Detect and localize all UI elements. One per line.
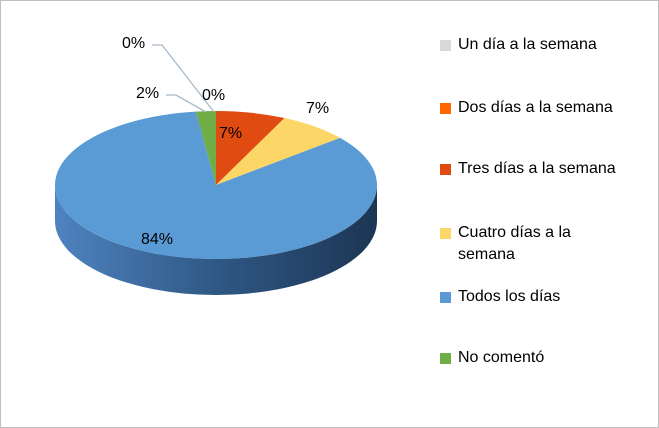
- legend-label: Tres días a la semana: [458, 160, 616, 177]
- pie-slice-no-comento: [195, 111, 216, 185]
- legend-swatch: [440, 164, 451, 175]
- legend-item-cuatro-dias: Cuatro días a la semana: [440, 222, 630, 266]
- legend-swatch: [440, 40, 451, 51]
- leader-line-un-dia: [152, 44, 215, 113]
- pie-side-todos-los-dias: [55, 185, 377, 295]
- legend-swatch: [440, 353, 451, 364]
- legend-item-un-dia: Un día a la semana: [440, 34, 650, 56]
- legend-label: Un día a la semana: [458, 36, 597, 53]
- label-no-comento: 2%: [136, 85, 160, 102]
- legend-label: Dos días a la semana: [458, 99, 613, 116]
- pie-slice-tres-dias-a-la-semana: [216, 111, 285, 185]
- legend-label: No comentó: [458, 349, 545, 366]
- label-un-dia: 0%: [122, 35, 146, 52]
- label-cuatro-dias: 7%: [306, 100, 330, 117]
- label-todos: 84%: [141, 231, 174, 248]
- legend-item-dos-dias: Dos días a la semana: [440, 97, 650, 119]
- pie-slice-cuatro-dias-a-la-semana: [216, 118, 341, 185]
- legend-swatch: [440, 103, 451, 114]
- legend-swatch: [440, 292, 451, 303]
- legend-item-no-comento: No comentó: [440, 347, 650, 369]
- leader-line-no-comento: [166, 94, 207, 113]
- legend-item-todos: Todos los días: [440, 286, 650, 308]
- legend-item-tres-dias: Tres días a la semana: [440, 158, 650, 180]
- legend-label: Todos los días: [458, 288, 561, 305]
- pie-slice-todos-los-dias: [55, 111, 378, 259]
- legend-label: Cuatro días a la semana: [458, 224, 571, 263]
- label-tres-dias: 7%: [219, 125, 243, 142]
- label-dos-dias: 0%: [202, 87, 226, 104]
- legend-swatch: [440, 228, 451, 239]
